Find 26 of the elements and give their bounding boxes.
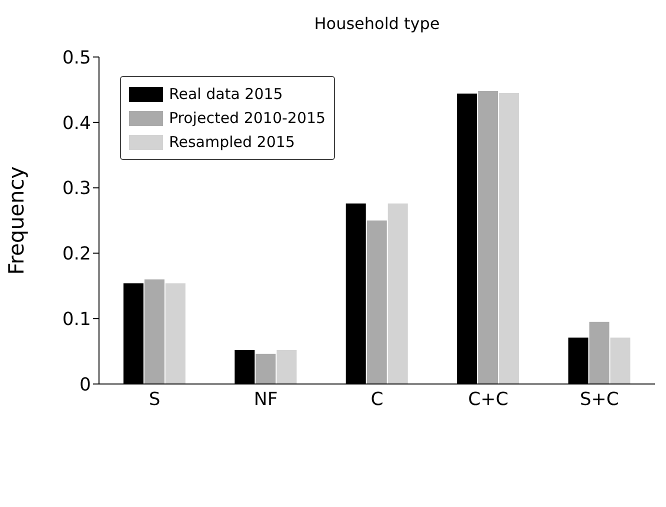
y-tick-label: 0.3	[62, 178, 91, 200]
y-axis-title: Frequency	[4, 166, 28, 275]
x-tick-label: S	[148, 388, 160, 410]
y-tick-label: 0.2	[62, 244, 91, 265]
x-tick-label: C+C	[468, 388, 508, 410]
y-tick-label: 0.4	[62, 112, 91, 134]
y-tick-label: 0.1	[62, 308, 91, 330]
bar	[589, 322, 610, 384]
legend-label: Projected 2010-2015	[169, 109, 326, 127]
bar	[388, 203, 408, 384]
bar	[276, 350, 297, 384]
chart-title: Household type	[313, 14, 441, 33]
bar	[478, 91, 498, 384]
bar	[366, 220, 387, 384]
bar	[499, 92, 520, 384]
bar	[610, 338, 630, 384]
legend-label: Real data 2015	[169, 85, 283, 103]
x-tick-label: C	[370, 388, 384, 410]
legend-label: Resampled 2015	[169, 133, 295, 151]
bar	[144, 279, 164, 384]
y-tick-label: 0.5	[62, 47, 91, 68]
y-tick-label: 0	[80, 374, 91, 396]
bar	[256, 354, 276, 384]
bar	[165, 283, 186, 384]
x-tick-label: S+C	[580, 388, 619, 410]
x-tick-label: NF	[254, 388, 278, 410]
